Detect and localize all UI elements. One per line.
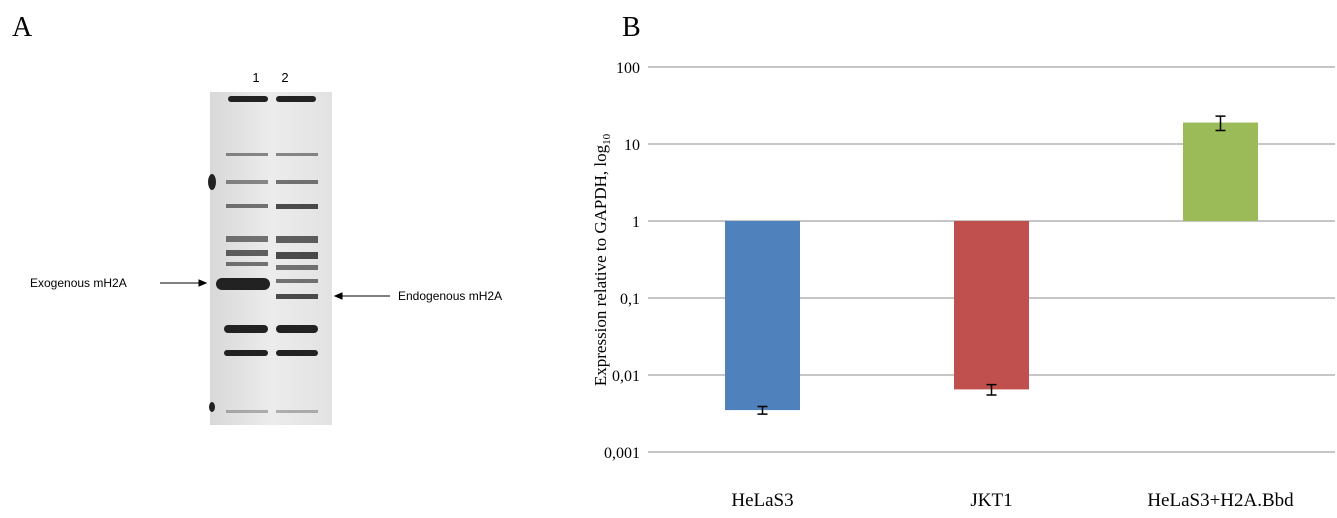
y-tick-label: 0,1 [620,291,640,308]
annotation: Endogenous mH2A [398,289,502,303]
y-axis-label-text: Expression relative to GAPDH, log [591,144,610,386]
panel-label: A [12,12,33,43]
y-tick-label: 10 [624,137,640,154]
plot: 0,001 0,01 0,1 1 10 100 HeLaS3 JKT1 HeLaS3+H2A.B… [604,60,1335,511]
figure: A 1 2 Exogenous mH2A Endogenous mH2A B E… [0,0,1337,518]
y-axis-label-subscript: 10 [601,133,613,145]
x-tick-label: HeLaS3+H2A.Bbd [1147,490,1294,511]
y-axis-label: Expression relative to GAPDH, log10 [591,133,613,386]
arrow [335,293,390,299]
bar [1183,123,1258,221]
y-tick-label: 0,001 [604,445,640,462]
lane-label: 1 [252,70,259,85]
y-tick-label: 1 [632,214,640,231]
arrow [160,280,206,286]
panel-label: B [622,12,641,43]
x-tick-label: JKT1 [970,490,1012,511]
y-tick-label: 0,01 [612,368,640,385]
bar [725,221,800,410]
blot-image [208,92,332,425]
y-tick-label: 100 [616,60,640,77]
annotation: Exogenous mH2A [30,276,127,290]
lane-label: 2 [281,70,288,85]
bar [954,221,1029,389]
x-tick-label: HeLaS3 [731,490,793,511]
